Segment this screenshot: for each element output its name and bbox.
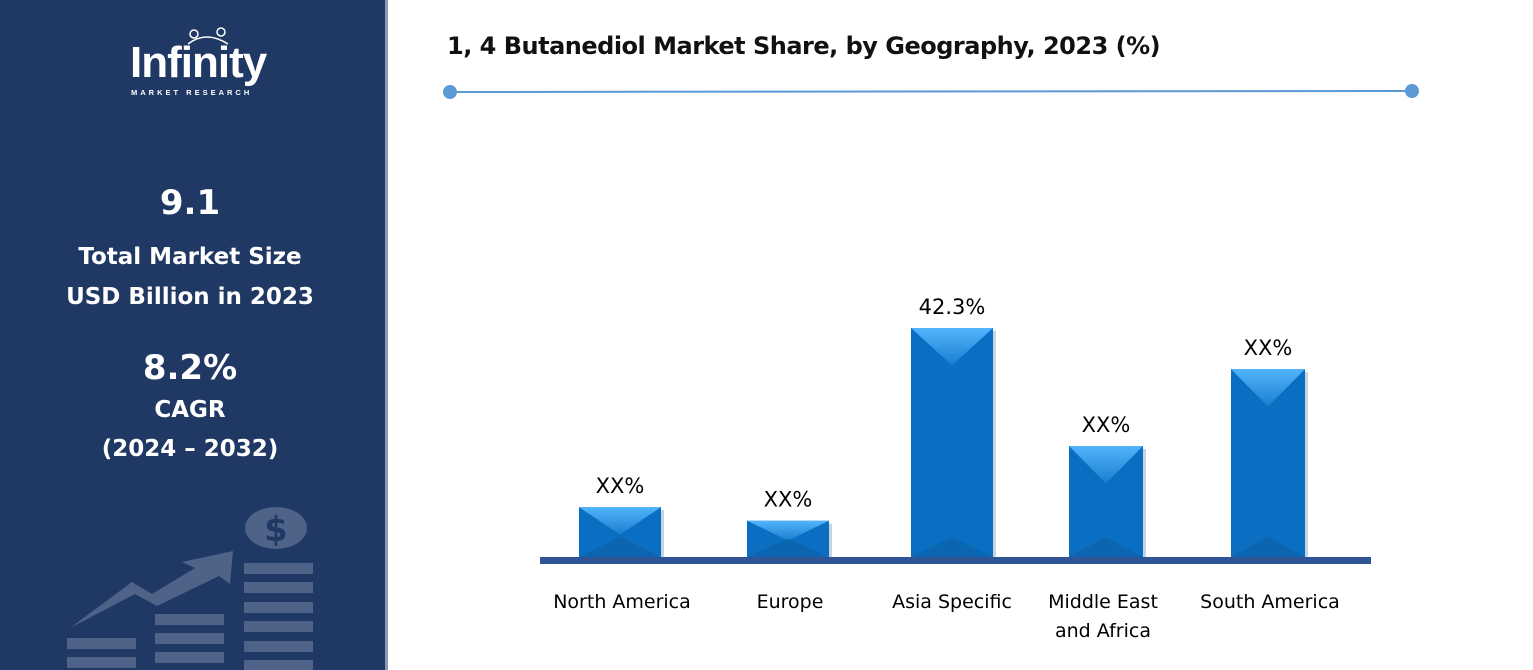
cagr-label: CAGR: [154, 397, 226, 423]
bar-bevel-top: [747, 520, 829, 541]
category-label: Europe: [757, 591, 824, 613]
data-label: XX%: [596, 474, 645, 498]
svg-text:$: $: [264, 510, 288, 550]
bar-bevel-top: [1231, 369, 1305, 407]
bar-bevel-top: [579, 507, 661, 535]
data-label: 42.3%: [919, 295, 986, 319]
cagr-period: (2024 – 2032): [101, 436, 279, 462]
category-label: South America: [1200, 591, 1340, 613]
growth-illustration-icon: $: [67, 507, 313, 670]
title-line-end-dot: [1405, 84, 1419, 98]
bar-bevel-top: [911, 328, 993, 366]
bar-bevel-bottom: [1069, 537, 1143, 557]
category-label: and Africa: [1055, 620, 1151, 642]
data-label: XX%: [1082, 413, 1131, 437]
title-underline: [449, 90, 1413, 93]
bar-bevel-bottom: [1231, 537, 1305, 557]
data-label: XX%: [764, 488, 813, 512]
market-size-unit: USD Billion in 2023: [66, 284, 314, 310]
category-label: Asia Specific: [892, 591, 1012, 613]
bar: [911, 328, 993, 557]
sidebar: Infinity MARKET RESEARCH 9.1 Total Marke…: [0, 0, 388, 670]
title-line-start-dot: [443, 85, 457, 99]
logo-figures-icon: [187, 27, 229, 45]
cagr-value: 8.2%: [142, 348, 238, 388]
data-label: XX%: [1244, 336, 1293, 360]
category-label: North America: [553, 591, 691, 613]
bar-bevel-bottom: [579, 537, 661, 557]
bar-bevel-top: [1069, 446, 1143, 484]
x-axis: [540, 557, 1371, 564]
market-size-value: 9.1: [159, 183, 221, 223]
bar-bevel-bottom: [747, 538, 829, 557]
chart-title: 1, 4 Butanediol Market Share, by Geograp…: [447, 32, 1161, 60]
bar-bevel-bottom: [911, 537, 993, 557]
market-size-label: Total Market Size: [78, 244, 302, 270]
infinity-logo: Infinity MARKET RESEARCH: [128, 27, 288, 100]
category-label: Middle East: [1048, 591, 1158, 613]
